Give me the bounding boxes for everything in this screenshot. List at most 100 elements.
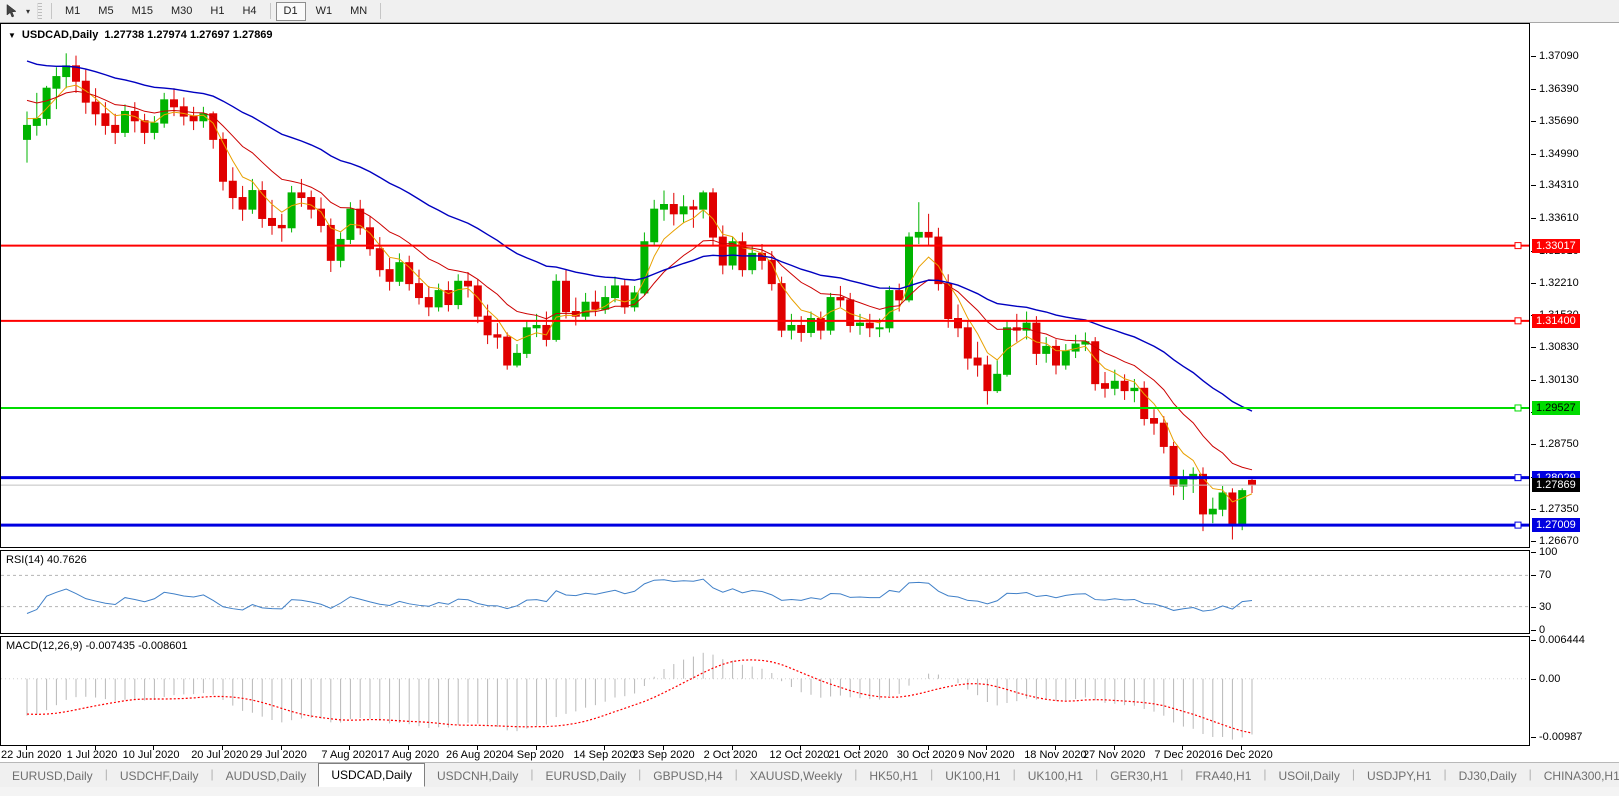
- time-axis-date: 17 Aug 2020: [377, 749, 440, 761]
- timeframe-button-h4[interactable]: H4: [242, 5, 257, 17]
- cursor-tool-button[interactable]: [0, 2, 22, 21]
- time-axis-date: 26 Aug 2020: [446, 749, 508, 761]
- candle-body: [679, 206, 688, 215]
- rsi-panel[interactable]: RSI(14) 40.7626: [0, 550, 1530, 634]
- time-axis-tick: [1241, 746, 1243, 750]
- candle-body: [1150, 418, 1158, 424]
- tab-separator: |: [1351, 767, 1355, 781]
- chart-title: ▼ USDCAD,Daily 1.27738 1.27974 1.27697 1…: [8, 29, 273, 41]
- tab-eurusd-daily[interactable]: EURUSD,Daily: [12, 769, 93, 783]
- time-axis-date: 22 Jun 2020: [1, 749, 62, 761]
- tab-usdjpy-h1[interactable]: USDJPY,H1: [1366, 769, 1432, 783]
- candle-body: [72, 65, 80, 82]
- candle-body: [121, 110, 129, 133]
- candle-body: [62, 65, 71, 78]
- line-handle[interactable]: [1514, 474, 1522, 482]
- price-axis-tick: [1531, 540, 1536, 542]
- tab-hk50-h1[interactable]: HK50,H1: [869, 769, 919, 783]
- candle-body: [611, 285, 619, 299]
- timeframe-button-m30[interactable]: M30: [170, 5, 193, 17]
- candle-body: [415, 283, 423, 299]
- price-chart-panel[interactable]: ▼ USDCAD,Daily 1.27738 1.27974 1.27697 1…: [0, 23, 1530, 548]
- rsi-axis[interactable]: 100 70 30 0: [1531, 546, 1619, 636]
- timeframe-button-m15[interactable]: M15: [131, 5, 153, 17]
- candle-body: [777, 283, 786, 331]
- rsi-canvas[interactable]: [1, 551, 1529, 633]
- tab-xauusd-weekly[interactable]: XAUUSD,Weekly: [749, 769, 843, 783]
- line-handle[interactable]: [1514, 521, 1522, 529]
- tab-separator: |: [1263, 767, 1267, 781]
- candle-body: [924, 231, 933, 238]
- tab-audusd-daily[interactable]: AUDUSD,Daily: [225, 769, 307, 783]
- timeframe-button-d1[interactable]: D1: [275, 1, 306, 21]
- candle-body: [1110, 380, 1119, 389]
- tab-china300-h1[interactable]: CHINA300,H1: [1543, 769, 1619, 783]
- time-axis[interactable]: 22 Jun 2020 1 Jul 2020 10 Jul 2020 20 Jul 2…: [0, 746, 1619, 762]
- tab-dj30-daily[interactable]: DJ30,Daily: [1458, 769, 1517, 783]
- candle-body: [513, 352, 521, 366]
- tab-usdcnh-daily[interactable]: USDCNH,Daily: [437, 769, 519, 783]
- time-axis-date: 9 Nov 2020: [958, 749, 1015, 761]
- timeframe-button-m5[interactable]: M5: [98, 5, 114, 17]
- tab-usdcad-daily[interactable]: USDCAD,Daily: [318, 763, 425, 787]
- candle-body: [522, 327, 531, 354]
- time-axis-date: 30 Oct 2020: [896, 749, 957, 761]
- tab-uk100-h1[interactable]: UK100,H1: [1027, 769, 1084, 783]
- timeframe-button-h1[interactable]: H1: [210, 5, 225, 17]
- price-label-badge: 1.33017: [1532, 238, 1580, 253]
- macd-canvas[interactable]: [1, 637, 1529, 745]
- chart-dropdown-icon[interactable]: ▼: [8, 30, 16, 40]
- candle-body: [581, 301, 590, 317]
- tab-usoil-daily[interactable]: USOil,Daily: [1278, 769, 1340, 783]
- price-chart-canvas[interactable]: [1, 24, 1529, 547]
- timeframe-button-mn[interactable]: MN: [350, 5, 368, 17]
- candle-body: [209, 113, 218, 140]
- candle-body: [963, 327, 972, 359]
- price-axis-value: 1.35690: [1539, 115, 1579, 128]
- candle-body: [875, 327, 884, 330]
- candle-body: [650, 208, 659, 243]
- cursor-icon: [6, 4, 17, 18]
- line-handle[interactable]: [1514, 242, 1522, 250]
- tab-gbpusd-h4[interactable]: GBPUSD,H4: [653, 769, 723, 783]
- candle-body: [1032, 322, 1041, 354]
- tab-separator: |: [210, 767, 214, 781]
- bottom-strip: [0, 787, 1619, 796]
- rsi-axis-tick: [1531, 552, 1536, 553]
- candle-body: [562, 280, 570, 313]
- rsi-axis-value: 100: [1539, 546, 1558, 558]
- timeframe-button-m1[interactable]: M1: [65, 5, 81, 17]
- cursor-tool-dropdown-icon[interactable]: ▾: [25, 6, 30, 16]
- rsi-axis-tick: [1531, 606, 1536, 608]
- tab-ger30-h1[interactable]: GER30,H1: [1110, 769, 1169, 783]
- tab-uk100-h1[interactable]: UK100,H1: [945, 769, 1001, 783]
- time-axis-tick: [222, 746, 223, 750]
- candle-body: [248, 190, 257, 210]
- tab-usdchf-daily[interactable]: USDCHF,Daily: [119, 769, 199, 783]
- candle-body: [1169, 445, 1178, 487]
- tab-eurusd-daily[interactable]: EURUSD,Daily: [545, 769, 627, 783]
- price-axis[interactable]: 1.37090 1.36390 1.35690 1.34990 1.34310 1.336…: [1531, 23, 1619, 549]
- toolbar-grip[interactable]: [37, 3, 42, 19]
- macd-panel[interactable]: MACD(12,26,9) -0.007435 -0.008601: [0, 636, 1530, 746]
- candle-body: [238, 197, 247, 210]
- line-handle[interactable]: [1514, 317, 1522, 325]
- timeframe-button-w1[interactable]: W1: [315, 5, 333, 17]
- tab-fra40-h1[interactable]: FRA40,H1: [1195, 769, 1252, 783]
- candle-body: [836, 297, 845, 301]
- candle-body: [856, 322, 864, 326]
- macd-axis[interactable]: 0.006444 0.00 -0.00987: [1531, 634, 1619, 746]
- candle-body: [709, 192, 717, 238]
- candle-body: [483, 315, 492, 336]
- candle-body: [336, 238, 345, 261]
- price-axis-tick: [1531, 185, 1536, 187]
- time-axis-tick: [800, 746, 802, 750]
- tab-separator: |: [854, 767, 858, 781]
- rsi-axis-value: 30: [1539, 600, 1552, 613]
- time-axis-date: 16 Dec 2020: [1210, 749, 1273, 761]
- toolbar-separator: [269, 3, 271, 19]
- tab-separator: |: [1012, 767, 1016, 781]
- macd-axis-value: 0.006444: [1539, 634, 1585, 647]
- line-handle[interactable]: [1514, 404, 1522, 412]
